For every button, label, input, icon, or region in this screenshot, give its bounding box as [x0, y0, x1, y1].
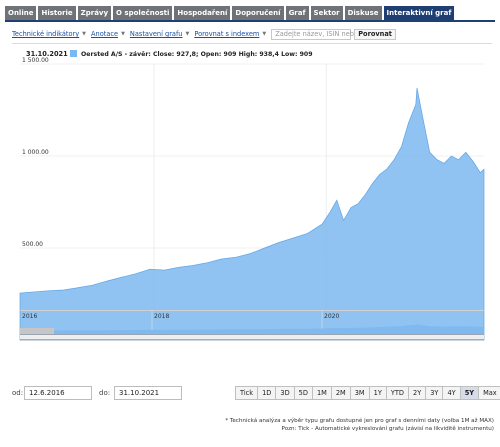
period-tick[interactable]: Tick	[235, 386, 259, 400]
indicators-menu[interactable]: Technické indikátory	[12, 30, 80, 38]
to-label: do:	[99, 389, 111, 397]
navigator-label-2020: 2020	[324, 313, 339, 320]
period-2m[interactable]: 2M	[331, 386, 351, 400]
tab-o-spolecnosti[interactable]: O společnosti	[113, 6, 173, 20]
price-chart[interactable]: 31.10.2021 Oersted A/S - závěr: Close: 9…	[12, 44, 492, 350]
period-ytd[interactable]: YTD	[386, 386, 409, 400]
navigator-label-2016: 2016	[22, 313, 37, 320]
period-buttons: Tick 1D 3D 5D 1M 2M 3M 1Y YTD 2Y 3Y 4Y 5…	[235, 386, 500, 400]
period-1y[interactable]: 1Y	[369, 386, 387, 400]
price-area-series	[19, 87, 485, 341]
legend-text: Oersted A/S - závěr: Close: 927,8; Open:…	[81, 50, 313, 58]
period-5d[interactable]: 5D	[294, 386, 313, 400]
chevron-down-icon[interactable]: ▼	[185, 31, 190, 37]
tab-underline	[5, 20, 495, 22]
chevron-down-icon[interactable]: ▼	[262, 31, 267, 37]
from-label: od:	[12, 389, 24, 397]
chevron-down-icon[interactable]: ▼	[82, 31, 87, 37]
y-tick-label: 500.00	[22, 241, 43, 248]
chart-date: 31.10.2021	[26, 50, 68, 58]
period-3m[interactable]: 3M	[350, 386, 370, 400]
navigator-border	[20, 310, 484, 311]
settings-menu[interactable]: Nastavení grafu	[129, 30, 183, 38]
navigator-baseline	[20, 334, 484, 335]
footnotes: * Technická analýza a výběr typu grafu d…	[225, 417, 494, 433]
period-5y[interactable]: 5Y	[460, 386, 480, 400]
chart-toolbar: Technické indikátory ▼ Anotace ▼ Nastave…	[12, 27, 396, 41]
compare-button[interactable]: Porovnat	[354, 28, 396, 40]
footnote-2: Pozn: Tick - Automatické vykreslování gr…	[281, 426, 494, 432]
tab-online[interactable]: Online	[5, 6, 37, 20]
period-1d[interactable]: 1D	[258, 386, 277, 400]
chevron-down-icon[interactable]: ▼	[121, 31, 125, 37]
toolbar-divider	[12, 43, 492, 44]
period-3d[interactable]: 3D	[276, 386, 295, 400]
annotations-menu[interactable]: Anotace	[91, 30, 119, 38]
tab-sektor[interactable]: Sektor	[310, 6, 343, 20]
y-tick-label: 1 500.00	[22, 57, 49, 64]
navigator[interactable]: 2016 2018 2020	[20, 310, 484, 339]
period-1m[interactable]: 1M	[312, 386, 332, 400]
tab-doporuceni[interactable]: Doporučení	[232, 6, 284, 20]
tab-diskuse[interactable]: Diskuse	[344, 6, 382, 20]
navigator-label-2018: 2018	[154, 313, 169, 320]
to-date-input[interactable]: 31.10.2021	[114, 386, 182, 400]
footnote-1: * Technická analýza a výběr typu grafu d…	[225, 418, 494, 424]
period-4y[interactable]: 4Y	[443, 386, 461, 400]
navigator-series	[20, 324, 484, 334]
legend-swatch	[70, 50, 77, 57]
navigator-scrollbar[interactable]	[20, 335, 484, 339]
compare-index-menu[interactable]: Porovnat s indexem	[194, 30, 260, 38]
tab-graf[interactable]: Graf	[285, 6, 309, 20]
period-3y[interactable]: 3Y	[426, 386, 444, 400]
from-date-input[interactable]: 12.6.2016	[24, 386, 92, 400]
tab-bar: Online Historie Zprávy O společnosti Hos…	[5, 6, 455, 20]
tab-interaktivni-graf[interactable]: Interaktivní graf	[383, 6, 455, 20]
period-max[interactable]: Max	[479, 386, 500, 400]
plot-area: 0.00500.001 000.001 500.00	[19, 57, 485, 341]
tab-historie[interactable]: Historie	[38, 6, 76, 20]
y-tick-label: 1 000.00	[22, 149, 49, 156]
navigator-left-mask	[20, 328, 54, 334]
tab-zpravy[interactable]: Zprávy	[77, 6, 112, 20]
period-2y[interactable]: 2Y	[409, 386, 427, 400]
tab-hospodareni[interactable]: Hospodaření	[174, 6, 231, 20]
date-range-row: od: 12.6.2016 do: 31.10.2021 Tick 1D 3D …	[12, 386, 500, 400]
compare-search-input[interactable]: Zadejte název, ISIN nebo	[271, 28, 358, 40]
